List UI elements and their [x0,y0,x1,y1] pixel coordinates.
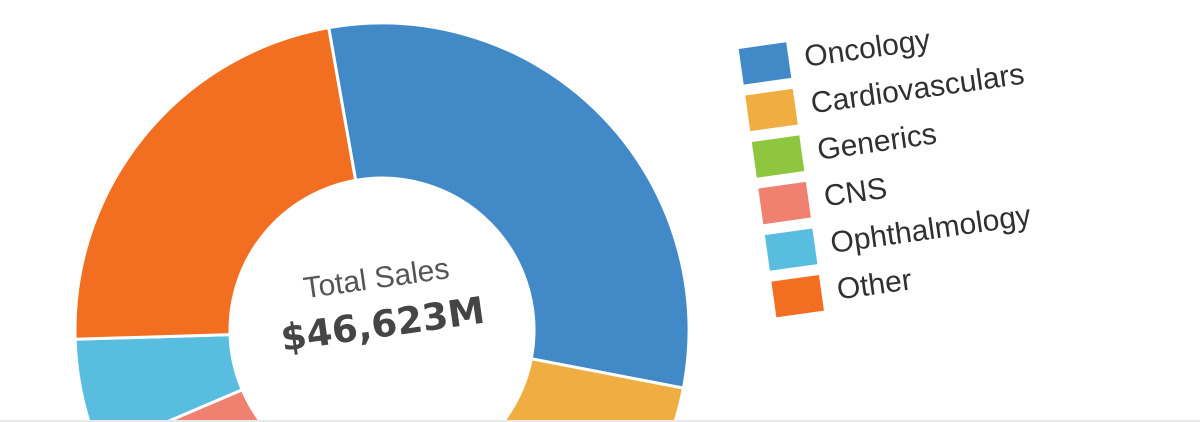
chart-legend: Oncology Cardiovasculars Generics CNS Op… [738,5,1054,323]
legend-swatch-other [771,274,824,318]
legend-swatch-ophthalmology [764,228,818,271]
legend-label-other: Other [834,263,914,307]
legend-label-cns: CNS [821,171,890,214]
donut-hole [230,178,534,422]
legend-swatch-oncology [738,42,792,85]
image-bottom-edge [0,420,1200,422]
legend-swatch-generics [751,135,805,178]
donut-slice-cns [162,387,263,422]
legend-swatch-cardiovasculars [745,88,798,132]
legend-swatch-cns [758,181,811,225]
